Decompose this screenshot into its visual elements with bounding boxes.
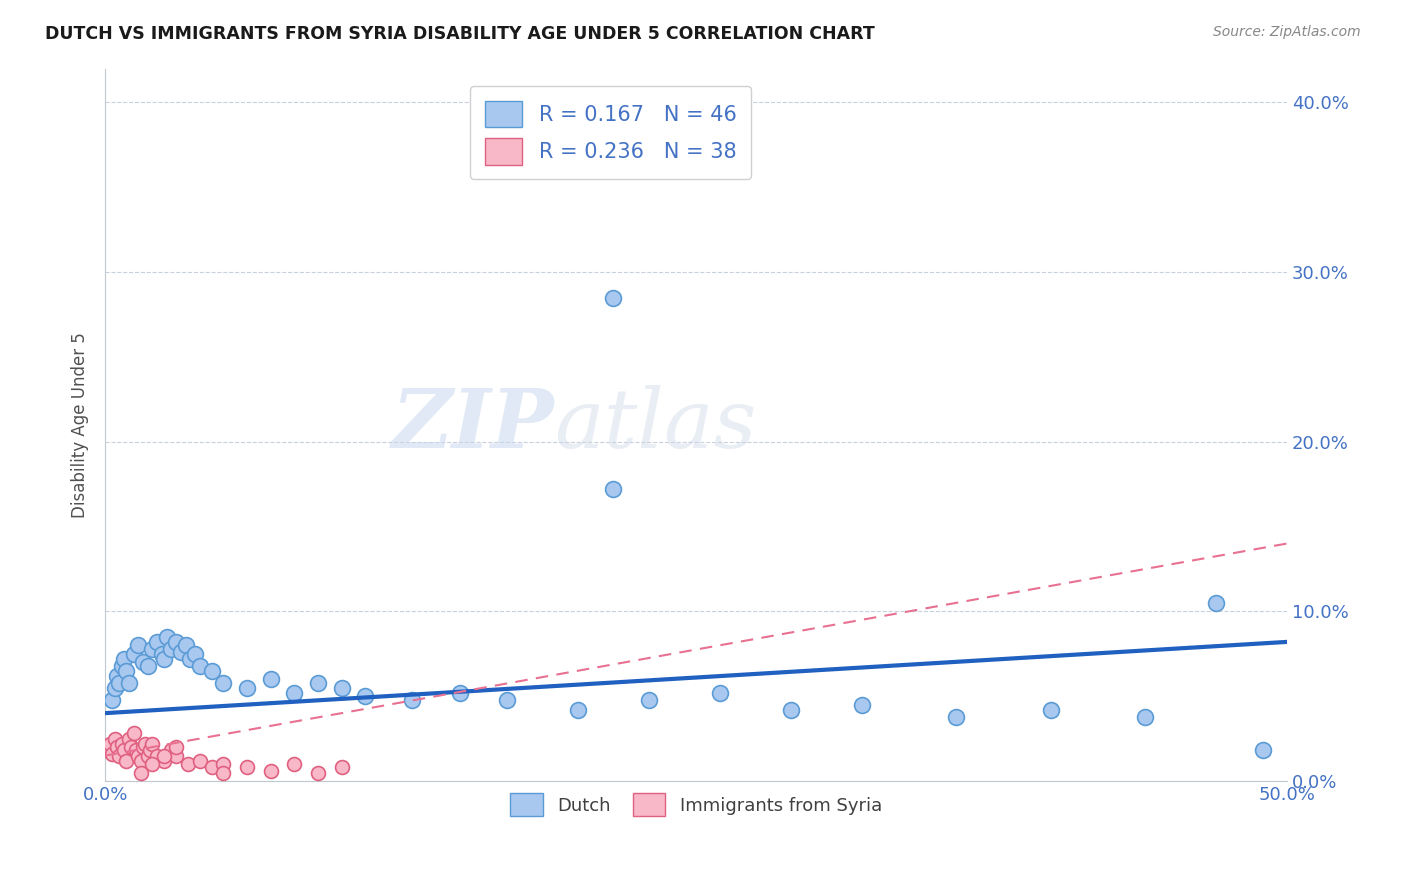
- Point: [139, 743, 162, 757]
- Point: [188, 754, 211, 768]
- Point: [307, 765, 329, 780]
- Point: [236, 760, 259, 774]
- Point: [136, 748, 159, 763]
- Point: [160, 743, 183, 757]
- Point: [179, 652, 201, 666]
- Point: [200, 664, 222, 678]
- Point: [134, 737, 156, 751]
- Point: [146, 748, 169, 763]
- Legend: Dutch, Immigrants from Syria: Dutch, Immigrants from Syria: [502, 784, 891, 825]
- Point: [184, 647, 207, 661]
- Point: [496, 692, 519, 706]
- Point: [1253, 743, 1275, 757]
- Point: [177, 757, 200, 772]
- Point: [236, 681, 259, 695]
- Point: [156, 630, 179, 644]
- Point: [141, 757, 163, 772]
- Point: [212, 765, 235, 780]
- Point: [330, 760, 353, 774]
- Point: [165, 740, 187, 755]
- Point: [122, 647, 145, 661]
- Point: [98, 737, 121, 751]
- Point: [115, 664, 138, 678]
- Y-axis label: Disability Age Under 5: Disability Age Under 5: [72, 332, 89, 517]
- Point: [638, 692, 661, 706]
- Point: [1135, 709, 1157, 723]
- Point: [129, 765, 152, 780]
- Point: [122, 726, 145, 740]
- Point: [945, 709, 967, 723]
- Point: [111, 737, 134, 751]
- Point: [120, 740, 142, 755]
- Point: [602, 482, 624, 496]
- Point: [354, 689, 377, 703]
- Point: [132, 740, 155, 755]
- Point: [260, 672, 283, 686]
- Point: [1205, 596, 1227, 610]
- Point: [188, 658, 211, 673]
- Point: [260, 764, 283, 778]
- Point: [449, 686, 471, 700]
- Point: [283, 757, 305, 772]
- Point: [307, 675, 329, 690]
- Point: [115, 754, 138, 768]
- Text: Source: ZipAtlas.com: Source: ZipAtlas.com: [1213, 25, 1361, 39]
- Point: [129, 754, 152, 768]
- Point: [150, 647, 173, 661]
- Point: [101, 747, 124, 761]
- Point: [111, 658, 134, 673]
- Point: [212, 675, 235, 690]
- Point: [141, 737, 163, 751]
- Point: [125, 743, 148, 757]
- Point: [779, 703, 801, 717]
- Point: [136, 658, 159, 673]
- Point: [567, 703, 589, 717]
- Point: [283, 686, 305, 700]
- Text: atlas: atlas: [554, 384, 756, 465]
- Point: [132, 655, 155, 669]
- Point: [153, 748, 176, 763]
- Point: [127, 748, 149, 763]
- Point: [104, 731, 127, 746]
- Point: [118, 675, 141, 690]
- Text: DUTCH VS IMMIGRANTS FROM SYRIA DISABILITY AGE UNDER 5 CORRELATION CHART: DUTCH VS IMMIGRANTS FROM SYRIA DISABILIT…: [45, 25, 875, 43]
- Point: [153, 754, 176, 768]
- Point: [146, 635, 169, 649]
- Point: [141, 641, 163, 656]
- Point: [165, 635, 187, 649]
- Point: [330, 681, 353, 695]
- Point: [212, 757, 235, 772]
- Point: [174, 638, 197, 652]
- Point: [401, 692, 423, 706]
- Point: [602, 291, 624, 305]
- Point: [112, 743, 135, 757]
- Point: [160, 641, 183, 656]
- Point: [105, 669, 128, 683]
- Point: [153, 652, 176, 666]
- Point: [170, 645, 193, 659]
- Point: [108, 675, 131, 690]
- Text: ZIP: ZIP: [392, 384, 554, 465]
- Point: [118, 731, 141, 746]
- Point: [97, 743, 120, 757]
- Point: [112, 652, 135, 666]
- Point: [104, 681, 127, 695]
- Point: [200, 760, 222, 774]
- Point: [165, 748, 187, 763]
- Point: [709, 686, 731, 700]
- Point: [851, 698, 873, 712]
- Point: [1039, 703, 1062, 717]
- Point: [127, 638, 149, 652]
- Point: [101, 692, 124, 706]
- Point: [108, 748, 131, 763]
- Point: [105, 740, 128, 755]
